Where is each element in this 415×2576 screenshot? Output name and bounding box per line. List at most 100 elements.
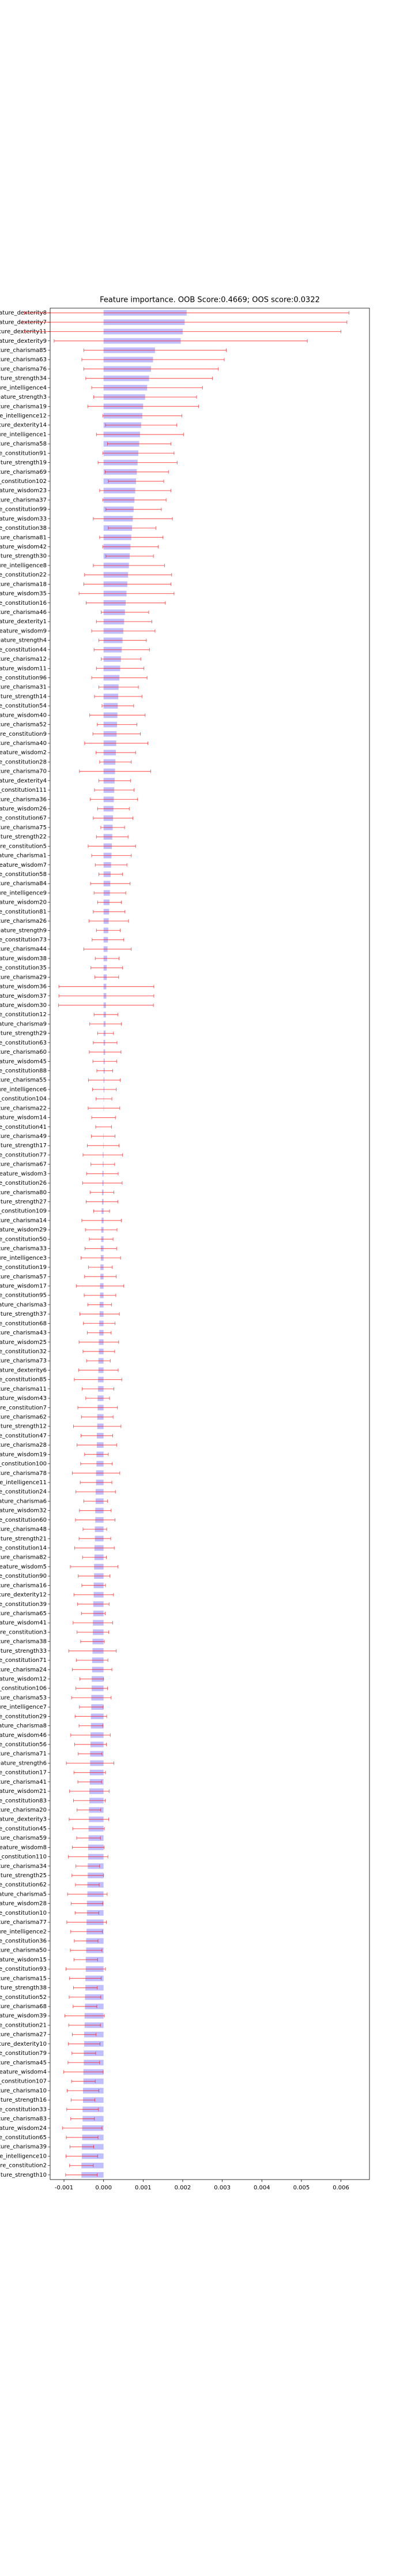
y-tick-label: feature_wisdom33 [0, 516, 47, 522]
y-tick-label: feature_charisma9 [0, 1021, 47, 1027]
y-tick-label: feature_wisdom26 [0, 806, 47, 813]
y-tick-label: feature_wisdom42 [0, 544, 47, 550]
y-tick-label: feature_intelligence10 [0, 2153, 47, 2159]
y-tick-label: feature_wisdom21 [0, 1788, 47, 1795]
y-tick-label: feature_wisdom25 [0, 1339, 47, 1346]
y-tick-label: feature_constitution26 [0, 1180, 47, 1186]
y-tick-label: feature_charisma38 [0, 1639, 47, 1645]
y-tick-label: feature_charisma16 [0, 1582, 47, 1589]
y-tick-label: feature_charisma82 [0, 1555, 47, 1561]
y-tick-label: feature_charisma14 [0, 1218, 47, 1224]
y-tick-label: feature_constitution50 [0, 1236, 47, 1242]
y-tick-label: feature_constitution67 [0, 815, 47, 822]
y-tick-label: feature_intelligence3 [0, 1255, 47, 1261]
y-tick-label: feature_charisma19 [0, 403, 47, 410]
y-tick-label: feature_constitution99 [0, 507, 47, 513]
y-tick-label: feature_charisma15 [0, 1975, 47, 1982]
y-tick-label: feature_wisdom9 [0, 628, 47, 634]
y-tick-label: feature_charisma11 [0, 1386, 47, 1392]
y-tick-label: feature_strength17 [0, 1143, 47, 1149]
y-tick-label: feature_constitution45 [0, 1826, 47, 1832]
y-tick-label: feature_constitution7 [0, 1405, 47, 1411]
y-tick-label: feature_charisma28 [0, 1442, 47, 1448]
x-tick-label: 0.006 [333, 2185, 349, 2191]
y-tick-label: feature_charisma29 [0, 974, 47, 980]
y-tick-label: feature_charisma65 [0, 1611, 47, 1617]
y-tick-label: feature_charisma8 [0, 1723, 47, 1729]
y-tick-label: feature_constitution54 [0, 703, 47, 709]
y-tick-label: feature_constitution24 [0, 1489, 47, 1495]
y-tick-label: feature_constitution63 [0, 1040, 47, 1046]
y-tick-label: feature_charisma6 [0, 1498, 47, 1504]
y-tick-label: feature_constitution56 [0, 1742, 47, 1748]
x-tick-label: 0.004 [254, 2185, 270, 2191]
y-tick-label: feature_intelligence7 [0, 1704, 47, 1710]
y-tick-label: feature_constitution52 [0, 1994, 47, 2001]
y-tick-label: feature_constitution3 [0, 1629, 47, 1635]
y-tick-label: feature_wisdom23 [0, 488, 47, 494]
y-tick-label: feature_constitution22 [0, 572, 47, 578]
y-tick-label: feature_wisdom15 [0, 1957, 47, 1963]
y-tick-label: feature_strength9 [0, 927, 47, 934]
y-tick-label: feature_charisma34 [0, 1863, 47, 1870]
y-tick-label: feature_charisma69 [0, 469, 47, 475]
y-tick-label: feature_wisdom35 [0, 591, 47, 597]
y-tick-label: feature_constitution93 [0, 1966, 47, 1972]
y-tick-label: feature_constitution19 [0, 1264, 47, 1271]
y-tick-label: feature_constitution91 [0, 450, 47, 456]
y-tick-label: feature_wisdom5 [0, 1564, 47, 1570]
y-tick-label: feature_charisma84 [0, 881, 47, 887]
y-tick-label: feature_dexterity6 [0, 1367, 47, 1373]
y-tick-label: feature_strength10 [0, 2172, 47, 2178]
y-tick-label: feature_wisdom19 [0, 1451, 47, 1458]
y-tick-label: feature_charisma55 [0, 1077, 47, 1084]
y-tick-label: feature_charisma48 [0, 1526, 47, 1533]
y-tick-label: feature_charisma24 [0, 1667, 47, 1673]
y-tick-label: feature_charisma67 [0, 1162, 47, 1168]
y-tick-label: feature_constitution81 [0, 909, 47, 915]
y-tick-label: feature_constitution104 [0, 1096, 47, 1102]
y-tick-label: feature_charisma44 [0, 946, 47, 953]
y-tick-label: feature_charisma45 [0, 2060, 47, 2066]
plot-frame [50, 308, 370, 2180]
y-tick-label: feature_charisma1 [0, 853, 47, 859]
y-tick-label: feature_charisma57 [0, 1274, 47, 1280]
y-tick-label: feature_charisma63 [0, 357, 47, 363]
y-tick-label: feature_constitution62 [0, 1882, 47, 1888]
y-tick-label: feature_constitution110 [0, 1854, 47, 1860]
y-tick-label: feature_wisdom36 [0, 984, 47, 990]
y-tick-label: feature_constitution77 [0, 1152, 47, 1158]
y-tick-label: feature_strength22 [0, 834, 47, 840]
y-tick-label: feature_wisdom46 [0, 1732, 47, 1739]
y-tick-label: feature_strength33 [0, 1648, 47, 1654]
y-tick-label: feature_intelligence4 [0, 385, 47, 391]
y-tick-label: feature_constitution60 [0, 1517, 47, 1523]
y-tick-label: feature_charisma71 [0, 1751, 47, 1757]
y-tick-label: feature_strength25 [0, 1873, 47, 1879]
y-tick-label: feature_constitution44 [0, 647, 47, 653]
x-tick-label: 0.001 [135, 2185, 152, 2191]
y-tick-label: feature_charisma12 [0, 656, 47, 662]
y-tick-label: feature_charisma10 [0, 2088, 47, 2094]
y-tick-label: feature_wisdom3 [0, 1171, 47, 1177]
y-tick-label: feature_constitution106 [0, 1686, 47, 1692]
y-tick-label: feature_charisma33 [0, 1246, 47, 1252]
y-tick-label: feature_wisdom40 [0, 712, 47, 718]
y-tick-label: feature_constitution68 [0, 1320, 47, 1327]
y-tick-label: feature_intelligence2 [0, 1929, 47, 1935]
y-tick-label: feature_constitution90 [0, 1573, 47, 1579]
y-tick-label: feature_wisdom12 [0, 1676, 47, 1682]
y-tick-label: feature_constitution58 [0, 871, 47, 878]
y-tick-label: feature_charisma58 [0, 441, 47, 447]
y-tick-label: feature_wisdom4 [0, 2069, 47, 2076]
y-tick-label: feature_constitution79 [0, 2050, 47, 2057]
y-tick-label: feature_strength19 [0, 460, 47, 466]
y-tick-label: feature_charisma85 [0, 347, 47, 354]
y-tick-label: feature_constitution71 [0, 1657, 47, 1664]
y-tick-label: feature_charisma73 [0, 1358, 47, 1364]
y-tick-label: feature_dexterity12 [0, 1592, 47, 1598]
y-tick-label: feature_constitution28 [0, 759, 47, 765]
y-tick-label: feature_intelligence12 [0, 413, 47, 419]
y-tick-label: feature_intelligence9 [0, 890, 47, 896]
